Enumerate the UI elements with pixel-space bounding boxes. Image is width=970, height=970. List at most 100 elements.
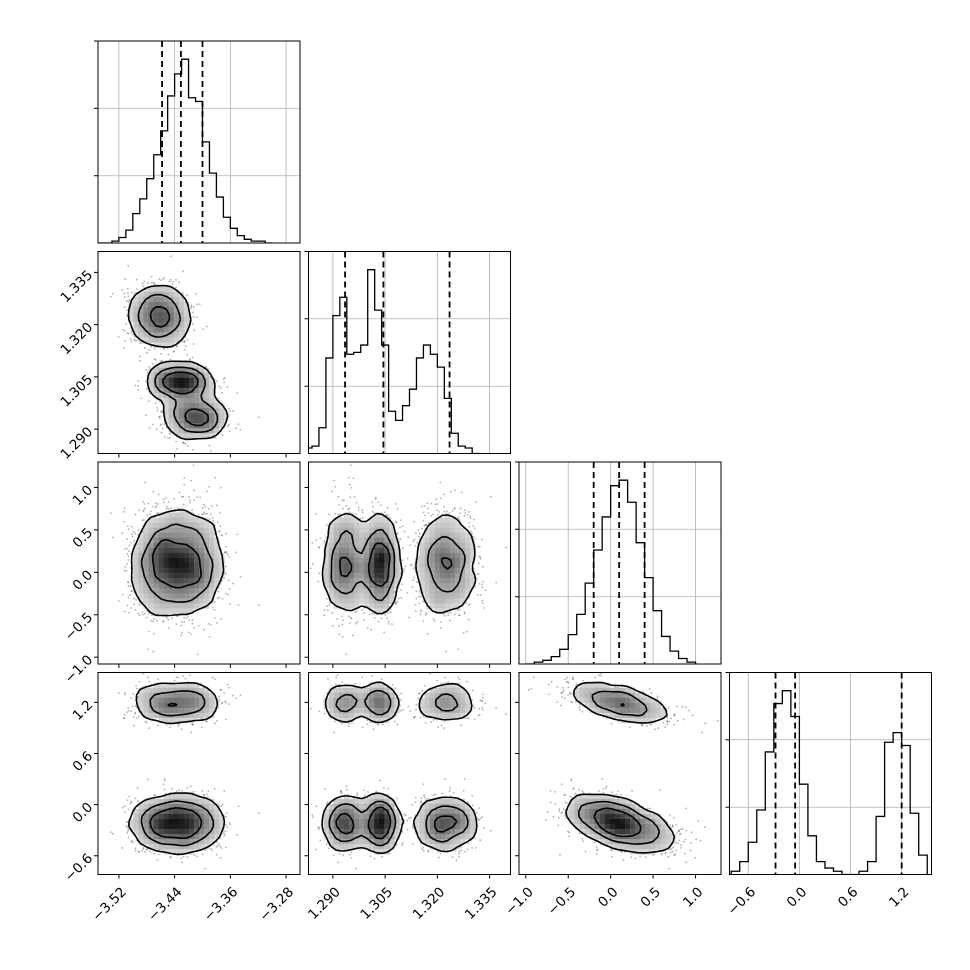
sample-point xyxy=(189,307,192,310)
sample-point xyxy=(699,839,702,842)
density-cell xyxy=(153,834,159,840)
sample-point xyxy=(479,839,482,842)
sample-point xyxy=(139,360,142,362)
density-cell xyxy=(178,362,185,368)
density-cell xyxy=(348,547,355,554)
density-cell xyxy=(364,707,370,714)
sample-point xyxy=(134,797,137,800)
sample-point xyxy=(701,731,704,734)
sample-point xyxy=(236,392,239,394)
density-cell xyxy=(625,824,631,830)
density-cell xyxy=(630,834,636,840)
density-cell xyxy=(199,547,205,554)
sample-point xyxy=(371,501,373,504)
density-cell xyxy=(178,302,185,308)
sample-point xyxy=(669,851,672,854)
density-cell xyxy=(364,573,370,579)
density-cell xyxy=(188,803,195,810)
sample-point xyxy=(456,609,459,612)
density-cell xyxy=(163,803,169,810)
density-cell xyxy=(379,568,385,574)
density-cell xyxy=(193,397,200,404)
density-cell xyxy=(328,537,335,544)
y-tick-label: 0.0 xyxy=(70,567,97,594)
density-cell xyxy=(143,286,149,293)
density-cell xyxy=(328,593,335,599)
sample-point xyxy=(309,567,312,570)
sample-point xyxy=(152,633,155,635)
sample-point xyxy=(391,684,394,686)
density-cell xyxy=(168,542,175,549)
density-cell xyxy=(449,527,456,533)
density-cell xyxy=(379,844,385,850)
density-cell xyxy=(193,418,200,424)
density-cell xyxy=(153,307,159,313)
density-cell xyxy=(163,682,169,688)
density-cell xyxy=(138,547,144,554)
x-tick-label: 1.320 xyxy=(410,884,449,923)
density-cell xyxy=(168,362,175,368)
density-cell xyxy=(599,692,606,699)
sample-point xyxy=(133,724,136,727)
density-cell xyxy=(465,542,471,549)
density-cell xyxy=(178,413,185,419)
density-cell xyxy=(204,834,210,840)
sample-point xyxy=(326,605,328,608)
sample-point xyxy=(601,778,603,780)
density-cell xyxy=(183,307,190,313)
sample-point xyxy=(317,580,320,583)
sample-point xyxy=(453,489,456,492)
density-cell xyxy=(384,552,390,559)
density-cell xyxy=(574,808,580,815)
sample-point xyxy=(215,845,218,848)
panel-frame xyxy=(308,461,511,665)
sample-point xyxy=(160,431,163,434)
sample-point xyxy=(664,726,667,729)
sample-point xyxy=(554,790,557,793)
density-cell xyxy=(163,512,169,518)
density-cell xyxy=(434,844,441,850)
sample-point xyxy=(129,299,131,302)
density-cell xyxy=(444,808,451,815)
density-cell xyxy=(138,291,144,298)
sample-point xyxy=(146,514,149,517)
sample-point xyxy=(412,826,414,829)
density-cell xyxy=(625,687,631,693)
density-cell xyxy=(173,382,180,389)
sample-point xyxy=(330,490,333,493)
density-cell xyxy=(214,557,220,564)
density-cell xyxy=(204,687,210,693)
density-cell xyxy=(214,583,220,589)
density-cell xyxy=(359,834,365,840)
density-cell xyxy=(183,588,190,594)
sample-point xyxy=(121,806,124,809)
density-cell xyxy=(209,387,215,394)
density-cell xyxy=(444,547,451,554)
sample-point xyxy=(125,322,128,325)
density-cell xyxy=(214,568,220,574)
density-cell xyxy=(214,829,220,835)
density-cell xyxy=(599,839,606,845)
sample-point xyxy=(481,599,484,602)
density-cell xyxy=(183,692,190,699)
sample-point xyxy=(184,677,187,680)
sample-point xyxy=(141,282,144,285)
sample-point xyxy=(401,547,404,550)
sample-point xyxy=(409,710,412,712)
density-cell xyxy=(188,682,195,688)
sample-point xyxy=(401,559,404,562)
sample-point xyxy=(380,504,382,507)
density-cell xyxy=(460,588,466,594)
density-cell xyxy=(143,332,149,338)
sample-point xyxy=(476,817,479,820)
density-cell xyxy=(584,824,590,830)
density-cell xyxy=(183,803,190,810)
sample-point xyxy=(576,683,578,686)
sample-point xyxy=(697,819,700,822)
sample-point xyxy=(188,619,190,622)
sample-point xyxy=(239,575,242,578)
panel-frame xyxy=(97,40,301,244)
sample-point xyxy=(154,283,157,286)
sample-point xyxy=(212,519,215,522)
density-cell xyxy=(153,583,159,589)
